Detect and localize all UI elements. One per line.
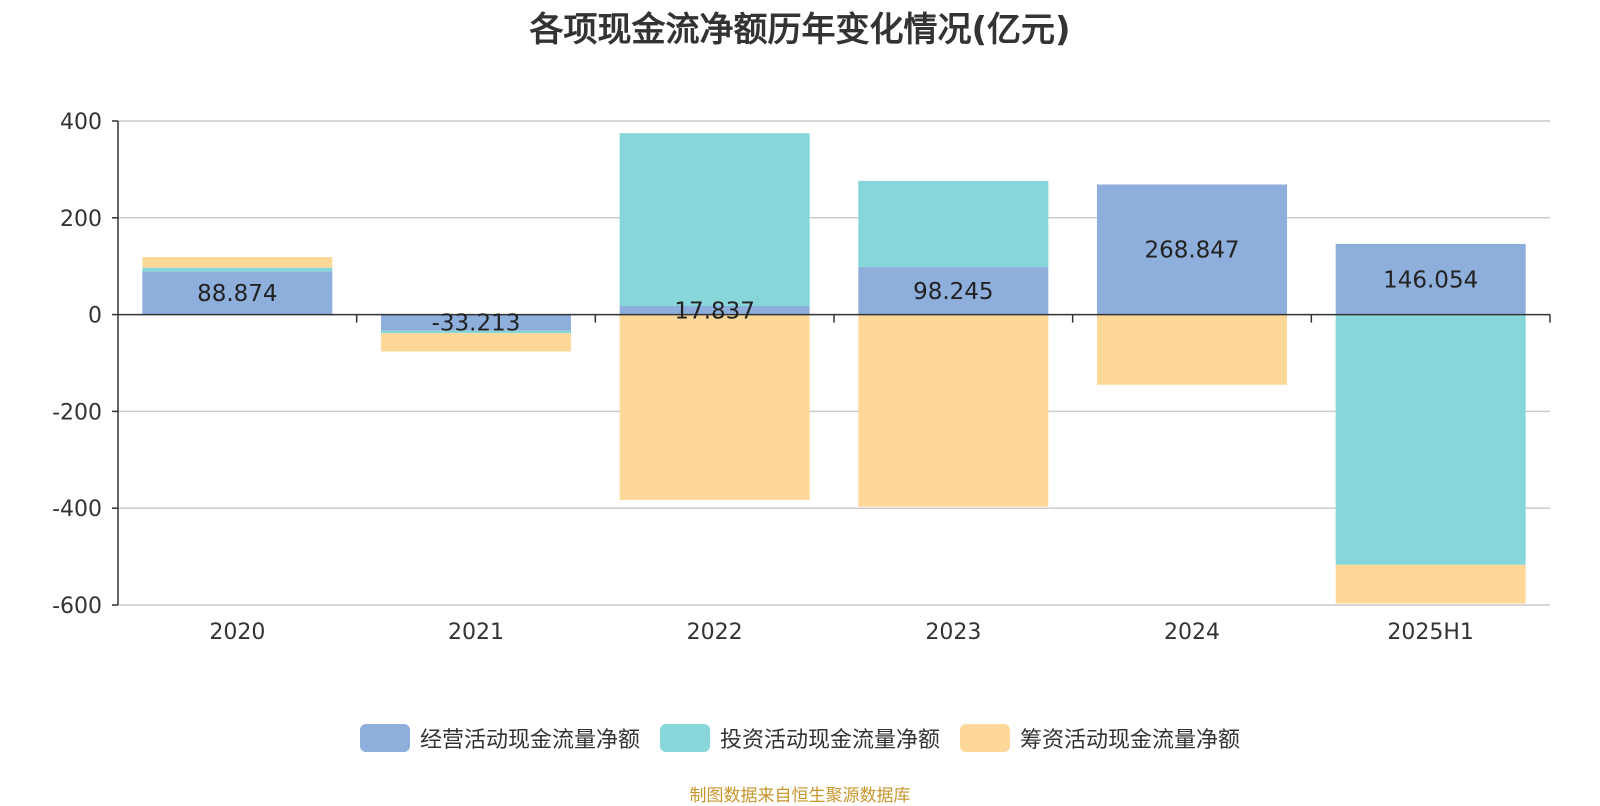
legend-item-investing[interactable]: 投资活动现金流量净额 [659,722,940,754]
bar-2025H1-series-0 [1335,243,1526,315]
y-tick-label: -200 [52,400,102,425]
data-source-note: 制图数据来自恒生聚源数据库 [689,786,911,806]
bar-2020-series-1 [142,267,333,272]
legend-label-financing: 筹资活动现金流量净额 [1020,728,1241,753]
bar-2023-series-0 [858,267,1049,315]
bar-2025H1-series-1 [1335,314,1526,565]
bar-2022-series-0 [619,305,810,315]
legend-swatch-investing [659,724,710,752]
bar-2021-series-0 [381,314,571,331]
data-label-2021: -33.213 [432,311,521,337]
x-tick-label-2023: 2023 [925,620,981,645]
bar-2023-series-1 [858,180,1049,268]
legend-label-operating: 经营活动现金流量净额 [419,728,640,753]
stacked-bar-chart: 400 200 0 -200 -400 -600 2020 88.874 2021 -33.21… [52,110,1551,645]
x-tick-label-2025H1: 2025H1 [1387,620,1474,645]
x-tick-label-2020: 2020 [209,620,265,645]
bar-2020-series-0 [142,271,333,315]
bar-2022-series-1 [619,133,810,306]
legend-item-operating[interactable]: 经营活动现金流量净额 [359,722,640,754]
y-tick-label: 0 [88,304,102,329]
bar-2022-series-2 [619,314,810,500]
x-tick-label-2024: 2024 [1164,620,1220,645]
data-label-2024: 268.847 [1144,238,1239,264]
data-labels: 2020 88.874 2021 -33.213 2022 17.837 2023 98.24… [197,238,1478,645]
bars [142,133,1526,604]
bar-2025H1-series-2 [1335,564,1526,604]
bar-2024-series-2 [1097,314,1287,385]
legend-item-financing[interactable]: 筹资活动现金流量净额 [960,722,1240,754]
bar-2024-series-0 [1097,184,1287,315]
grid-lines [118,120,1550,606]
axes: 400 200 0 -200 -400 -600 [52,110,1551,619]
legend-swatch-financing [960,724,1010,752]
bar-2023-series-2 [858,314,1049,507]
legend-label-investing: 投资活动现金流量净额 [719,728,940,753]
bar-2020-series-2 [142,257,333,268]
data-label-2023: 98.245 [913,279,993,305]
legend-swatch-operating [359,724,410,752]
data-label-2025H1: 146.054 [1383,267,1478,293]
y-tick-label: -400 [52,497,102,522]
y-tick-label: 200 [60,207,102,232]
x-tick-label-2021: 2021 [448,620,504,645]
bar-2021-series-2 [381,333,571,352]
bar-2021-series-1 [381,330,571,334]
x-tick-label-2022: 2022 [687,620,743,645]
y-tick-label: -600 [52,594,102,619]
legend: 经营活动现金流量净额 投资活动现金流量净额 筹资活动现金流量净额 [0,722,1600,754]
data-label-2020: 88.874 [197,281,277,307]
data-label-2022: 17.837 [674,298,754,324]
chart-title: 各项现金流净额历年变化情况(亿元) [529,10,1071,50]
y-tick-label: 400 [60,110,102,135]
